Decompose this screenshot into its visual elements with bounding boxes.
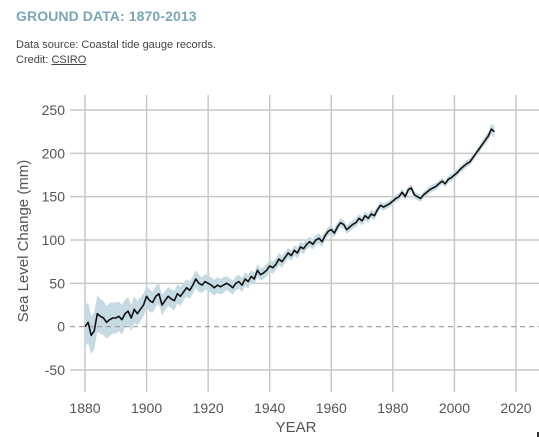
credit-link[interactable]: CSIRO (51, 54, 87, 66)
y-tick-label--50: -50 (45, 362, 65, 378)
y-tick-label-150: 150 (42, 189, 66, 205)
x-tick-label-1920: 1920 (193, 400, 224, 416)
x-tick-label-1960: 1960 (316, 400, 347, 416)
y-tick-label-0: 0 (57, 319, 65, 335)
x-tick-labels: 1880 1900 1920 1940 1960 1980 2000 2020 (69, 400, 531, 416)
y-tick-label-250: 250 (42, 102, 66, 118)
uncertainty-band (85, 123, 495, 355)
x-tick-label-1940: 1940 (254, 400, 285, 416)
y-tick-label-100: 100 (42, 232, 66, 248)
data-source-text: Data source: Coastal tide gauge records. (16, 39, 216, 51)
grid (70, 95, 539, 392)
series-line-layer (84, 128, 495, 337)
x-tick-label-1900: 1900 (131, 400, 162, 416)
x-tick-label-1980: 1980 (377, 400, 408, 416)
x-tick-label-2000: 2000 (439, 400, 470, 416)
y-axis-label: Sea Level Change (mm) (15, 160, 32, 323)
x-tick-label-1880: 1880 (69, 400, 100, 416)
chart-meta: Data source: Coastal tide gauge records.… (16, 38, 216, 68)
corner-mark (537, 432, 539, 437)
y-tick-labels: -50 0 50 100 150 200 250 (42, 102, 66, 378)
chart-title: GROUND DATA: 1870-2013 (16, 8, 197, 24)
y-tick-label-200: 200 (42, 145, 66, 161)
x-axis-label: YEAR (276, 419, 317, 436)
x-tick-label-2020: 2020 (500, 400, 531, 416)
uncertainty-band-layer (85, 123, 495, 355)
credit-prefix: Credit: (16, 54, 52, 66)
series-line (84, 128, 495, 337)
y-tick-label-50: 50 (49, 275, 65, 291)
credit-line: Credit: CSIRO (16, 53, 216, 68)
